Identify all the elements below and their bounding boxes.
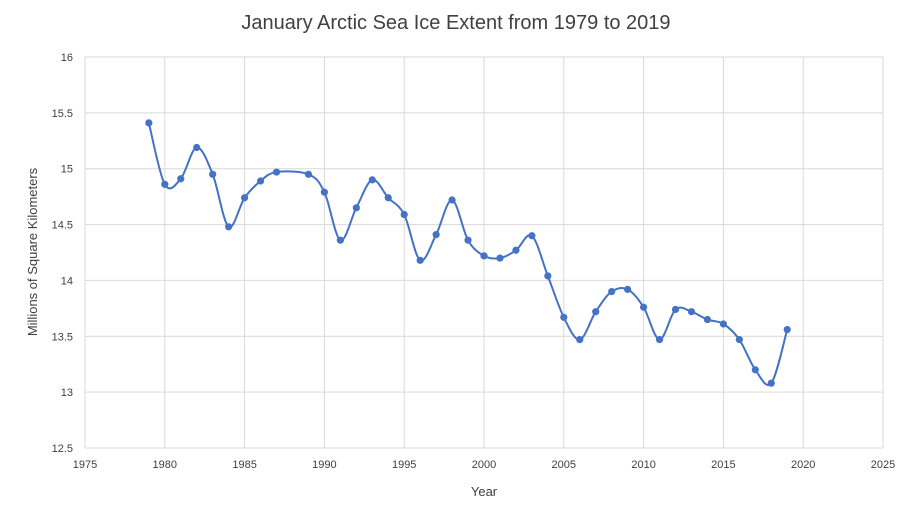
y-tick-label: 13 — [61, 387, 73, 399]
data-point — [640, 303, 648, 311]
data-point — [671, 305, 680, 314]
data-point — [751, 366, 759, 374]
data-point — [687, 308, 696, 316]
data-point — [544, 272, 552, 280]
data-point — [783, 325, 791, 334]
y-tick-label: 14.5 — [52, 220, 73, 232]
y-axis-label: Millions of Square Kilometers — [25, 167, 40, 336]
data-point — [177, 175, 185, 183]
x-tick-label: 1985 — [232, 459, 256, 471]
x-axis-label: Year — [471, 484, 498, 499]
data-point — [719, 320, 728, 328]
series-ice-extent — [145, 119, 791, 387]
data-point — [336, 236, 344, 244]
data-point — [496, 254, 504, 262]
data-point — [209, 170, 217, 178]
data-point — [416, 256, 424, 264]
x-tick-label: 2000 — [472, 459, 496, 471]
data-point — [560, 313, 568, 321]
data-point — [767, 379, 775, 387]
chart-title: January Arctic Sea Ice Extent from 1979 … — [241, 12, 670, 34]
x-tick-label: 2010 — [631, 459, 655, 471]
data-point — [225, 223, 233, 231]
y-tick-label: 15.5 — [52, 108, 73, 120]
y-tick-label: 14 — [61, 275, 73, 287]
data-point — [480, 252, 488, 260]
x-tick-label: 2005 — [552, 459, 576, 471]
data-point — [304, 170, 313, 178]
y-tick-label: 16 — [61, 52, 73, 64]
data-point — [368, 176, 376, 184]
tick-labels: 12.5 13 13.5 14 14.5 15 15.5 16 1975 1980 1985 1990… — [52, 52, 896, 471]
data-point — [624, 285, 632, 293]
data-point — [735, 336, 743, 344]
y-tick-label: 15 — [61, 164, 73, 176]
data-point — [655, 336, 664, 344]
data-point — [256, 177, 265, 185]
data-point — [608, 288, 616, 296]
x-tick-label: 1995 — [392, 459, 416, 471]
data-point — [145, 119, 153, 127]
data-point — [703, 315, 712, 324]
data-point — [512, 246, 520, 254]
x-tick-label: 2015 — [711, 459, 735, 471]
data-point — [241, 194, 249, 202]
data-point — [384, 194, 392, 202]
data-point — [432, 231, 440, 239]
data-point — [528, 232, 536, 240]
x-tick-label: 1980 — [153, 459, 177, 471]
data-point — [272, 168, 281, 176]
data-point — [448, 196, 456, 204]
data-point — [464, 236, 472, 244]
x-tick-label: 1975 — [73, 459, 97, 471]
data-point — [193, 143, 201, 152]
data-point — [161, 180, 169, 188]
x-tick-label: 2025 — [871, 459, 895, 471]
data-point — [400, 210, 408, 219]
x-tick-label: 1990 — [312, 459, 336, 471]
data-point — [320, 188, 328, 196]
y-tick-label: 13.5 — [52, 331, 73, 343]
series-line — [147, 122, 789, 386]
y-tick-label: 12.5 — [52, 443, 73, 455]
data-point — [592, 308, 600, 316]
x-tick-label: 2020 — [791, 459, 815, 471]
data-point — [352, 204, 360, 212]
data-point — [576, 336, 584, 344]
